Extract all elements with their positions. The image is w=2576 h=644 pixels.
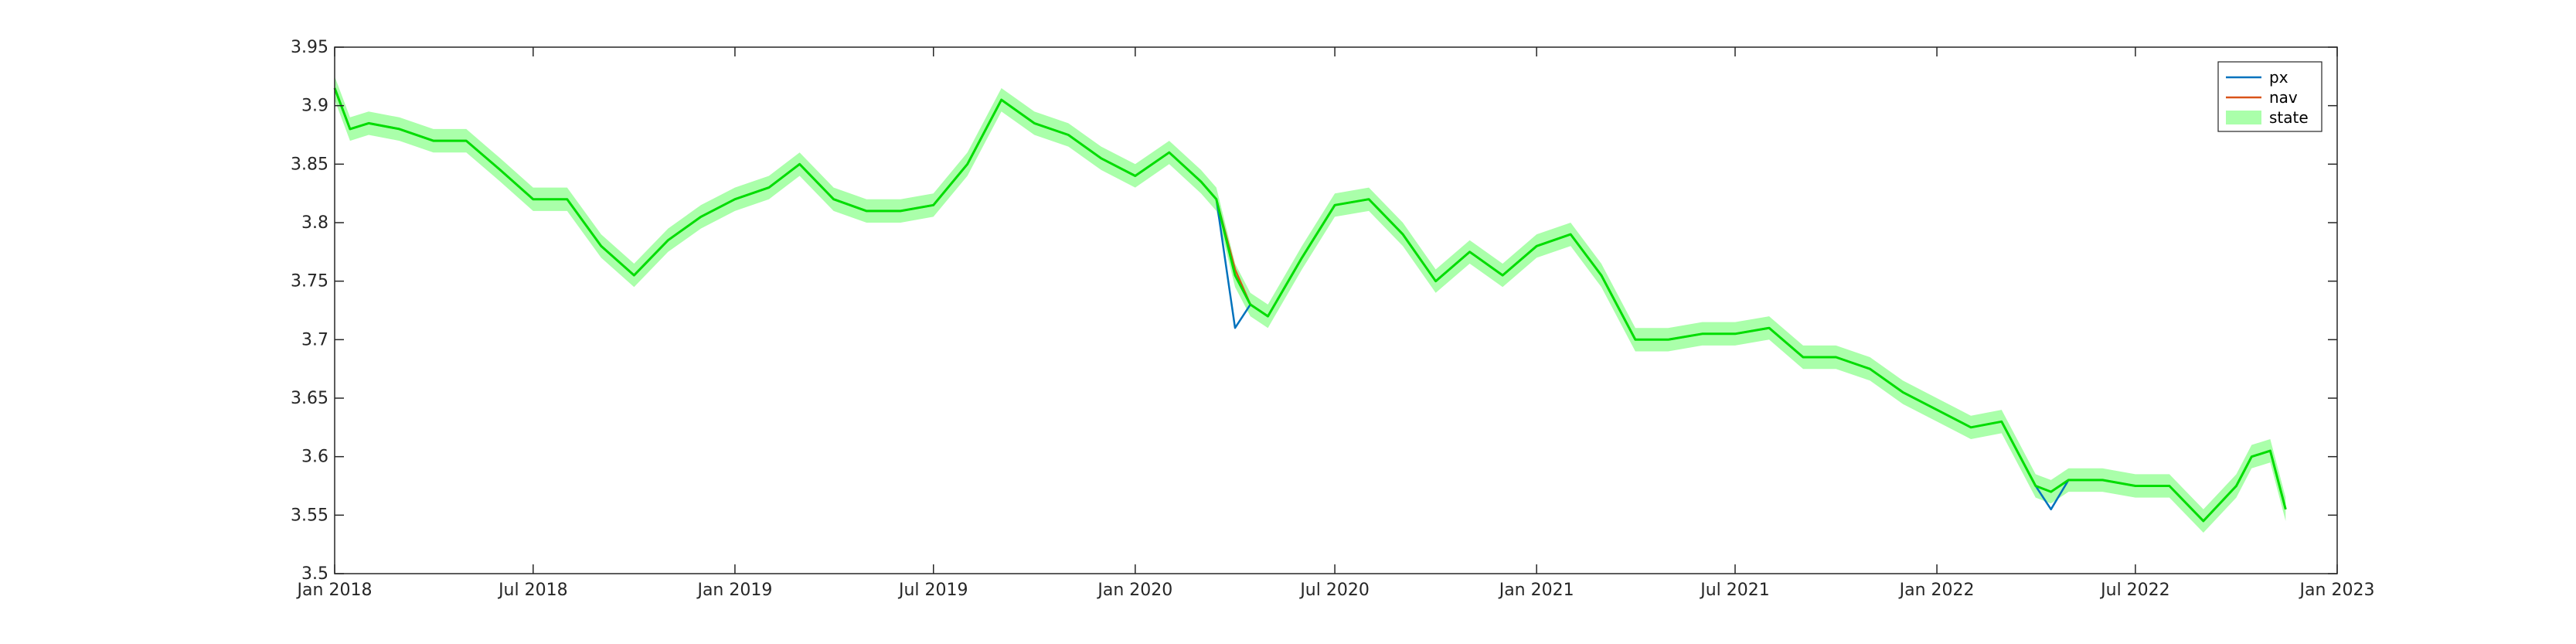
x-tick-label: Jul 2020 (1298, 581, 1370, 600)
legend-label-nav: nav (2269, 88, 2298, 107)
y-tick-label: 3.85 (291, 155, 328, 174)
y-tick-label: 3.95 (291, 38, 328, 57)
x-tick-label: Jan 2019 (696, 581, 772, 600)
axes-box (334, 46, 2338, 574)
y-axis-ticks: 3.5 3.55 3.6 3.65 3.7 3.75 3.8 3.85 3.9 3.95 (291, 38, 2337, 584)
legend-label-px: px (2269, 68, 2288, 87)
x-tick-label: Jan 2022 (1898, 581, 1975, 600)
plot-area (335, 47, 2337, 574)
y-tick-label: 3.7 (301, 330, 328, 349)
x-axis-ticks: Jan 2018 Jul 2018 Jan 2019 Jul 2019 Jan 2020… (296, 47, 2375, 600)
x-tick-label: Jul 2019 (897, 581, 968, 600)
x-tick-label: Jul 2021 (1699, 581, 1770, 600)
legend-swatch-state (2226, 111, 2261, 124)
y-tick-label: 3.8 (301, 213, 328, 233)
y-tick-label: 3.55 (291, 506, 328, 525)
x-tick-label: Jul 2022 (2099, 581, 2170, 600)
series-line-state (333, 87, 2287, 523)
y-tick-label: 3.6 (301, 448, 328, 467)
series-lines-layer (333, 87, 2287, 523)
x-tick-label: Jan 2023 (2299, 581, 2375, 600)
y-tick-label: 3.65 (291, 389, 328, 408)
axes (334, 46, 2338, 574)
x-tick-label: Jan 2021 (1498, 581, 1574, 600)
y-tick-label: 3.9 (301, 97, 328, 116)
x-tick-label: Jan 2020 (1096, 581, 1172, 600)
y-tick-label: 3.5 (301, 564, 328, 584)
x-tick-label: Jan 2018 (296, 581, 373, 600)
y-tick-label: 3.75 (291, 272, 328, 291)
state-band-layer (335, 76, 2286, 533)
x-tick-label: Jul 2018 (497, 581, 568, 600)
legend-label-state: state (2269, 108, 2309, 127)
state-confidence-band (335, 76, 2286, 533)
